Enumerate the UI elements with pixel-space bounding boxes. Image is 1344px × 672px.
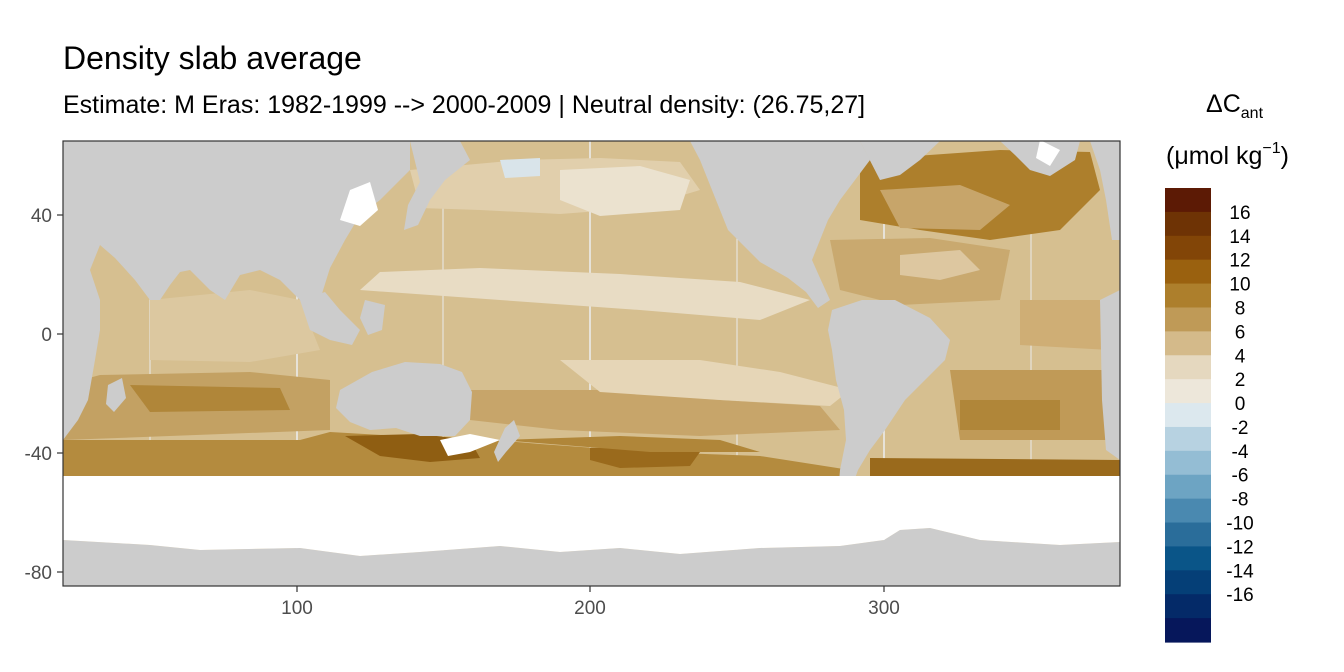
legend-label: -14	[1226, 561, 1254, 582]
panel-border	[62, 140, 1121, 587]
map-panel	[63, 141, 1120, 586]
y-axis: 40 0 -40 -80	[25, 206, 63, 584]
legend-swatch	[1165, 403, 1211, 428]
legend-label: -4	[1232, 442, 1249, 463]
legend-swatch	[1165, 307, 1211, 332]
legend-title-unit: (μmol kg−1)	[1166, 140, 1289, 170]
legend-label: -12	[1226, 537, 1253, 558]
y-tick-label: 0	[41, 325, 52, 346]
legend-swatch	[1165, 450, 1211, 476]
x-tick-label: 200	[574, 598, 606, 619]
ocean-shading	[63, 150, 1120, 476]
legend-swatch	[1165, 618, 1211, 643]
legend-label: 2	[1235, 370, 1246, 391]
legend-swatch	[1165, 594, 1211, 619]
legend-labels: 16 14 12 108 6 4 2 0 -2 -4 -6 -8 -10-12 -14 -16	[1226, 203, 1254, 606]
legend-label: -6	[1232, 466, 1249, 487]
x-axis: 100 200 300	[281, 586, 900, 619]
y-tick-label: 40	[31, 206, 52, 227]
legend-swatch	[1165, 188, 1211, 213]
x-tick-label: 100	[281, 598, 313, 619]
y-tick-label: -40	[25, 444, 52, 465]
legend-label: 0	[1235, 394, 1246, 415]
chart-subtitle: Estimate: M Eras: 1982-1999 --> 2000-200…	[63, 91, 866, 119]
legend-swatch	[1165, 283, 1211, 309]
legend-swatch	[1165, 259, 1211, 285]
chart-title: Density slab average	[63, 40, 362, 76]
legend-swatch	[1165, 570, 1211, 595]
legend-swatch	[1165, 522, 1211, 548]
legend-label: -10	[1226, 514, 1253, 535]
legend-label: -2	[1232, 418, 1249, 439]
legend-label: -16	[1226, 585, 1253, 606]
legend-swatch	[1165, 235, 1211, 261]
legend-label: 16	[1229, 203, 1250, 224]
y-tick-label: -80	[25, 563, 52, 584]
no-data-areas	[63, 141, 1120, 556]
legend-label: 14	[1229, 227, 1251, 248]
x-tick-label: 300	[868, 598, 900, 619]
legend-swatch	[1165, 474, 1211, 500]
legend-label: 10	[1229, 275, 1250, 296]
legend-label: 8	[1235, 298, 1246, 319]
legend-swatch	[1165, 331, 1211, 356]
legend-swatch	[1165, 426, 1211, 452]
legend-label: -8	[1232, 490, 1249, 511]
land-masses	[63, 141, 1120, 586]
legend-swatch	[1165, 355, 1211, 380]
legend-label: 12	[1229, 251, 1250, 272]
legend-swatch	[1165, 211, 1211, 237]
legend-label: 4	[1235, 346, 1246, 367]
legend-title-symbol: ΔCant	[1206, 90, 1264, 122]
legend-label: 6	[1235, 322, 1246, 343]
legend-title: ΔCant (μmol kg−1)	[1166, 90, 1289, 170]
legend-swatch	[1165, 546, 1211, 571]
legend-swatch	[1165, 379, 1211, 404]
legend-swatch	[1165, 498, 1211, 524]
legend-color-bar	[1165, 188, 1211, 643]
